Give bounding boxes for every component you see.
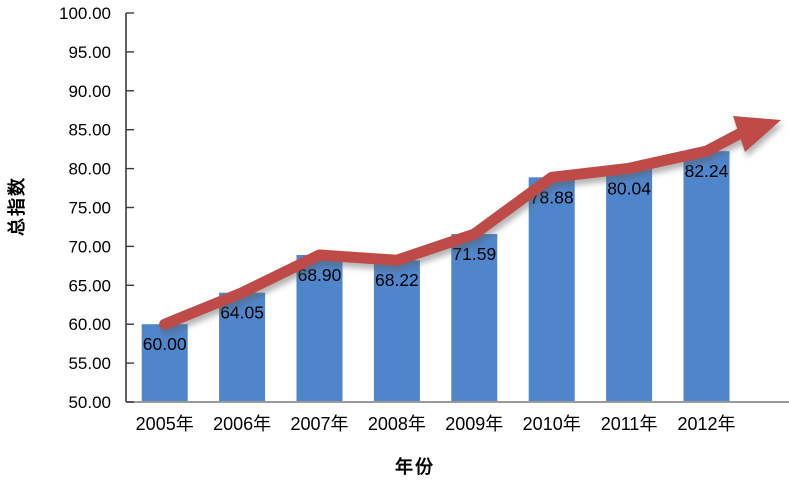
x-category-label: 2006年 bbox=[213, 414, 271, 434]
bar-value-label: 71.59 bbox=[452, 244, 496, 264]
y-tick-label: 50.00 bbox=[68, 393, 111, 412]
y-tick-label: 60.00 bbox=[68, 315, 111, 334]
y-tick-label: 55.00 bbox=[68, 354, 111, 373]
bar-value-label: 80.04 bbox=[607, 178, 651, 198]
x-axis-title: 年份 bbox=[395, 457, 435, 477]
bar-value-label: 78.88 bbox=[530, 187, 574, 207]
bar bbox=[219, 292, 266, 402]
bar bbox=[296, 254, 343, 402]
x-category-label: 2007年 bbox=[290, 414, 348, 434]
bar bbox=[373, 260, 420, 402]
y-tick-label: 100.00 bbox=[59, 4, 111, 23]
bar bbox=[683, 151, 730, 402]
y-tick-label: 85.00 bbox=[68, 121, 111, 140]
y-tick-label: 75.00 bbox=[68, 199, 111, 218]
x-category-label: 2009年 bbox=[445, 414, 503, 434]
bar-value-label: 68.22 bbox=[375, 270, 419, 290]
y-tick-label: 65.00 bbox=[68, 276, 111, 295]
bar-value-label: 68.90 bbox=[298, 265, 342, 285]
trend-line bbox=[159, 128, 745, 330]
x-category-label: 2011年 bbox=[601, 414, 658, 434]
x-category-label: 2008年 bbox=[368, 414, 426, 434]
x-category-label: 2005年 bbox=[136, 414, 194, 434]
trend-arrow bbox=[159, 116, 781, 330]
bar-value-label: 64.05 bbox=[220, 303, 264, 323]
x-category-label: 2010年 bbox=[523, 414, 581, 434]
bar bbox=[451, 234, 498, 402]
y-tick-label: 80.00 bbox=[68, 160, 111, 179]
x-category-label: 2012年 bbox=[677, 414, 735, 434]
y-tick-label: 70.00 bbox=[68, 237, 111, 256]
bar bbox=[606, 168, 653, 402]
y-tick-label: 90.00 bbox=[68, 82, 111, 101]
bar-value-label: 82.24 bbox=[685, 161, 729, 181]
bar-value-label: 60.00 bbox=[143, 334, 187, 354]
y-tick-label: 95.00 bbox=[68, 43, 111, 62]
arrow-head-icon bbox=[733, 116, 781, 152]
bar bbox=[528, 177, 575, 402]
y-axis-title: 总指数 bbox=[7, 176, 27, 236]
bar bbox=[141, 324, 188, 402]
